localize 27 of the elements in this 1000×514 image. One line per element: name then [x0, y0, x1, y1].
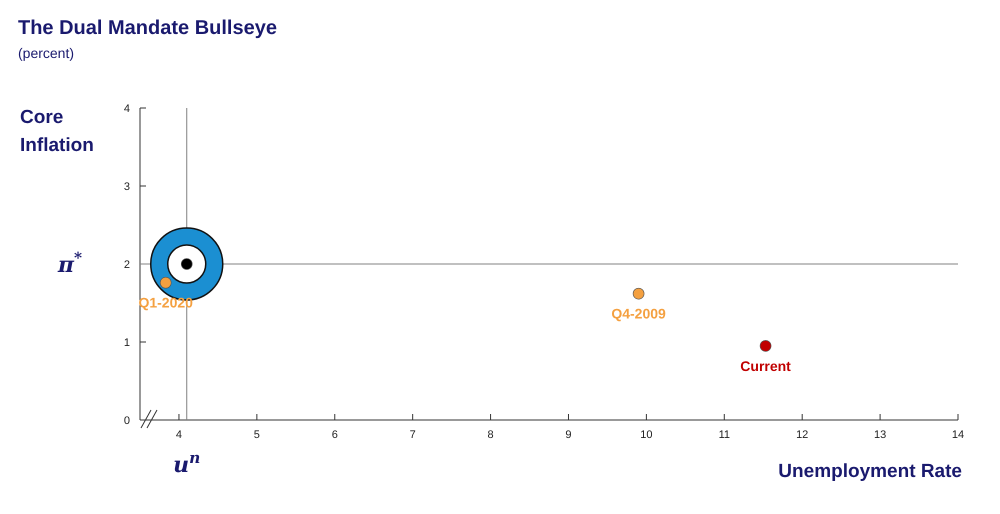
x-tick-label: 4: [176, 429, 182, 441]
x-tick-label: 8: [488, 429, 494, 441]
chart-subtitle: (percent): [18, 45, 74, 61]
y-axis-title: Core Inflation: [20, 107, 94, 156]
point: [632, 288, 644, 300]
series-label: Q4-2009: [611, 306, 666, 322]
x-tick-label: 5: [254, 429, 260, 441]
x-axis-title: Unemployment Rate: [778, 461, 962, 482]
y-tick-label: 0: [124, 415, 130, 427]
y-tick-label: 4: [124, 103, 130, 115]
x-tick-label: 12: [796, 429, 808, 441]
chart-title: The Dual Mandate Bullseye: [18, 17, 277, 39]
x-tick-label: 14: [952, 429, 964, 441]
x-tick-label: 10: [640, 429, 653, 441]
ref-line-label: π$^{*}$: [56, 249, 82, 278]
x-tick-label: 11: [718, 429, 730, 441]
point: [160, 276, 172, 289]
x-tick-label: 7: [410, 429, 416, 441]
x-tick-label: 9: [565, 429, 572, 441]
y-tick-label: 2: [124, 259, 130, 271]
x-tick-label: 13: [874, 429, 886, 441]
ref-line-label: u$^{n}$: [173, 449, 200, 478]
series-label: Current: [740, 358, 792, 374]
y-tick-label: 3: [124, 181, 130, 193]
y-tick-label: 1: [124, 337, 130, 349]
point: [760, 340, 772, 352]
x-tick-label: 6: [332, 429, 338, 441]
